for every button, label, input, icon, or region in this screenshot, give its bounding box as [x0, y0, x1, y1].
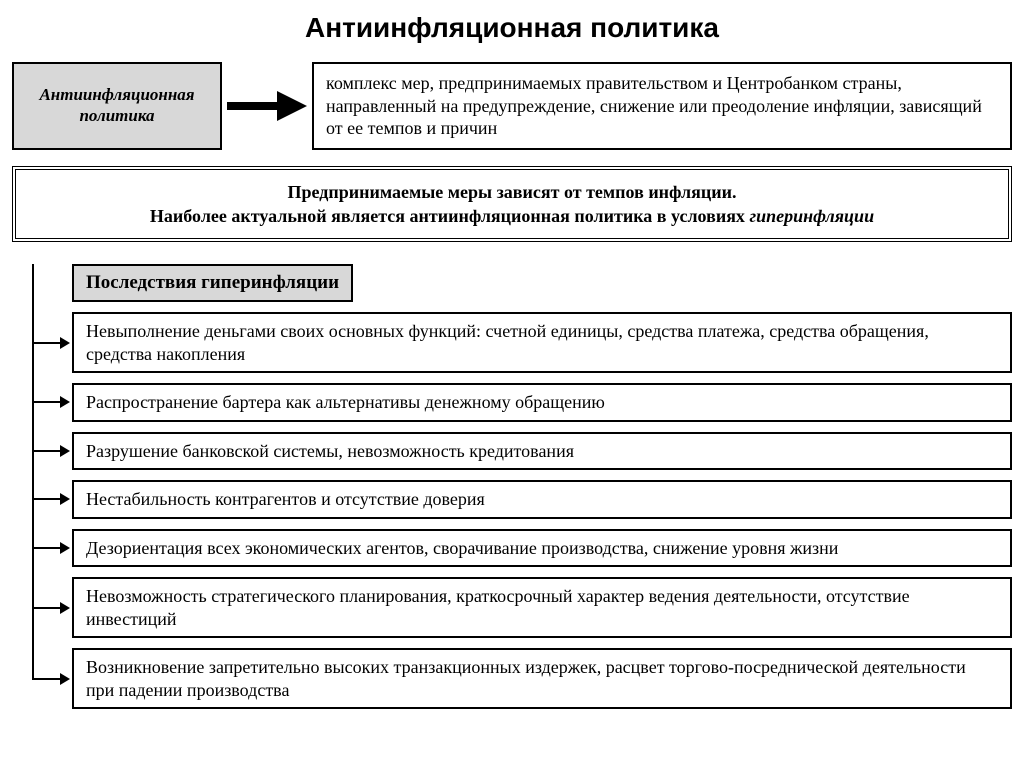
definition-row: Антиинфляционная политика комплекс мер, …	[12, 62, 1012, 150]
consequences-section: Последствия гиперинфляции Невыполнение д…	[12, 264, 1012, 709]
branch-arrow-icon	[60, 445, 70, 457]
note-line-2a: Наиболее актуальной является антиинфляци…	[150, 206, 750, 226]
note-line-2: Наиболее актуальной является антиинфляци…	[32, 204, 992, 228]
consequence-item: Возникновение запретительно высоких тран…	[72, 648, 1012, 709]
definition-text: комплекс мер, предпринимаемых правительс…	[312, 62, 1012, 150]
term-box: Антиинфляционная политика	[12, 62, 222, 150]
consequence-item: Разрушение банковской системы, невозможн…	[72, 432, 1012, 471]
note-line-2b: гиперинфляции	[749, 206, 874, 226]
consequences-header: Последствия гиперинфляции	[72, 264, 353, 302]
branch-line	[32, 678, 62, 680]
branch-arrow-icon	[60, 396, 70, 408]
branch-line	[32, 401, 62, 403]
consequence-item: Нестабильность контрагентов и отсутствие…	[72, 480, 1012, 519]
page-title: Антиинфляционная политика	[12, 12, 1012, 44]
consequence-item: Дезориентация всех экономических агентов…	[72, 529, 1012, 568]
branch-arrow-icon	[60, 602, 70, 614]
consequences-list: Невыполнение деньгами своих основных фун…	[72, 312, 1012, 709]
branch-line	[32, 498, 62, 500]
branch-arrow-icon	[60, 337, 70, 349]
branch-arrow-icon	[60, 542, 70, 554]
consequence-item: Невыполнение деньгами своих основных фун…	[72, 312, 1012, 373]
note-box: Предпринимаемые меры зависят от темпов и…	[12, 166, 1012, 243]
branch-line	[32, 547, 62, 549]
arrow-icon	[222, 62, 312, 150]
spine-line	[32, 264, 34, 679]
branch-line	[32, 607, 62, 609]
note-line-1: Предпринимаемые меры зависят от темпов и…	[32, 180, 992, 204]
branch-arrow-icon	[60, 673, 70, 685]
branch-line	[32, 450, 62, 452]
branch-arrow-icon	[60, 493, 70, 505]
consequence-item: Распространение бартера как альтернативы…	[72, 383, 1012, 422]
branch-line	[32, 342, 62, 344]
consequence-item: Невозможность стратегического планирован…	[72, 577, 1012, 638]
